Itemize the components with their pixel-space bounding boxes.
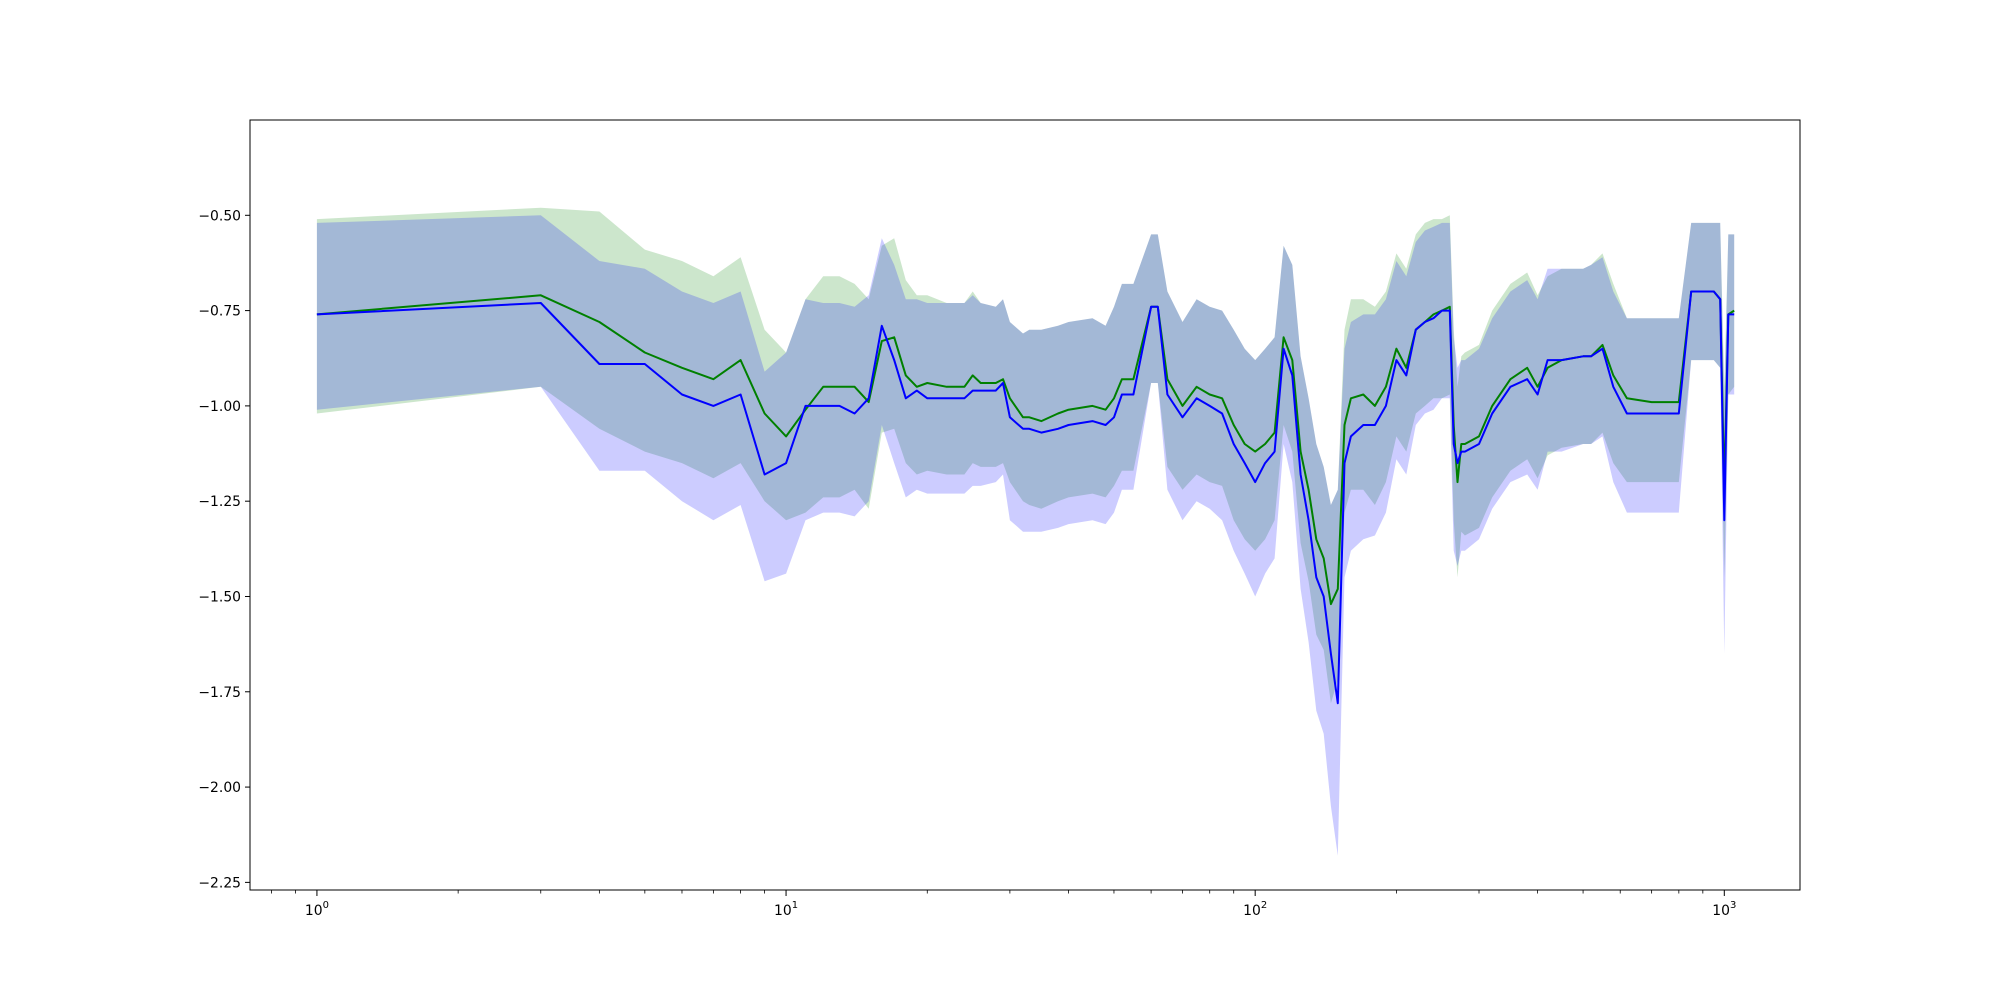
band-series-1 xyxy=(316,207,1735,704)
band-series-2 xyxy=(316,215,1735,856)
x-tick-label: 100 xyxy=(305,900,329,919)
x-tick-label: 103 xyxy=(1712,900,1736,919)
y-tick-label: −1.25 xyxy=(198,494,241,510)
x-tick-label: 101 xyxy=(774,900,798,919)
plot-frame xyxy=(249,119,1801,891)
line-series-2 xyxy=(316,290,1735,705)
y-tick-label: −0.75 xyxy=(198,304,241,320)
x-axis: 100 101 102 103 xyxy=(271,890,1736,919)
y-tick-label: −2.25 xyxy=(198,875,241,891)
series-lines xyxy=(316,290,1735,705)
y-tick-label: −1.75 xyxy=(198,685,241,701)
y-tick-label: −2.00 xyxy=(198,780,241,796)
y-tick-label: −0.50 xyxy=(198,208,241,224)
y-tick-label: −1.00 xyxy=(198,399,241,415)
x-tick-label: 102 xyxy=(1243,900,1267,919)
y-tick-label: −1.50 xyxy=(198,589,241,605)
confidence-bands xyxy=(316,207,1735,856)
y-axis: −0.50 −0.75 −1.00 −1.25 −1.50 −1.75 −2.00 −2.25 xyxy=(198,208,250,891)
